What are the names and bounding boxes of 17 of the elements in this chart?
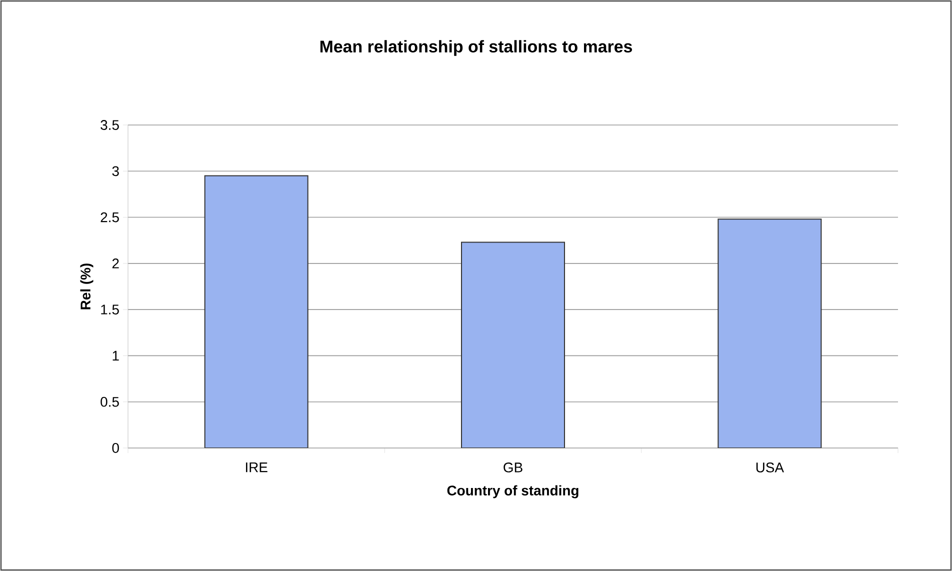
y-tick-label: 2.5 — [100, 212, 119, 222]
y-tick-label: 1.5 — [101, 304, 119, 314]
y-axis-title: Rel (%) — [80, 264, 94, 310]
y-tick-label: 2 — [112, 258, 119, 268]
chart-title: Mean relationship of stallions to mares — [320, 40, 632, 56]
y-tick-label: 0 — [112, 443, 119, 453]
x-axis-title: Country of standing — [447, 485, 578, 498]
bar — [461, 242, 566, 448]
y-tick-label: 3.5 — [100, 120, 119, 130]
bar — [204, 175, 308, 448]
bar — [718, 218, 822, 448]
x-tick-label: USA — [756, 462, 784, 472]
y-tick-label: 3 — [112, 166, 119, 176]
y-tick-label: 1 — [112, 350, 119, 361]
x-tick-label: GB — [504, 462, 522, 472]
y-tick-label: 0.5 — [100, 396, 119, 407]
x-tick-label: IRE — [246, 462, 268, 472]
